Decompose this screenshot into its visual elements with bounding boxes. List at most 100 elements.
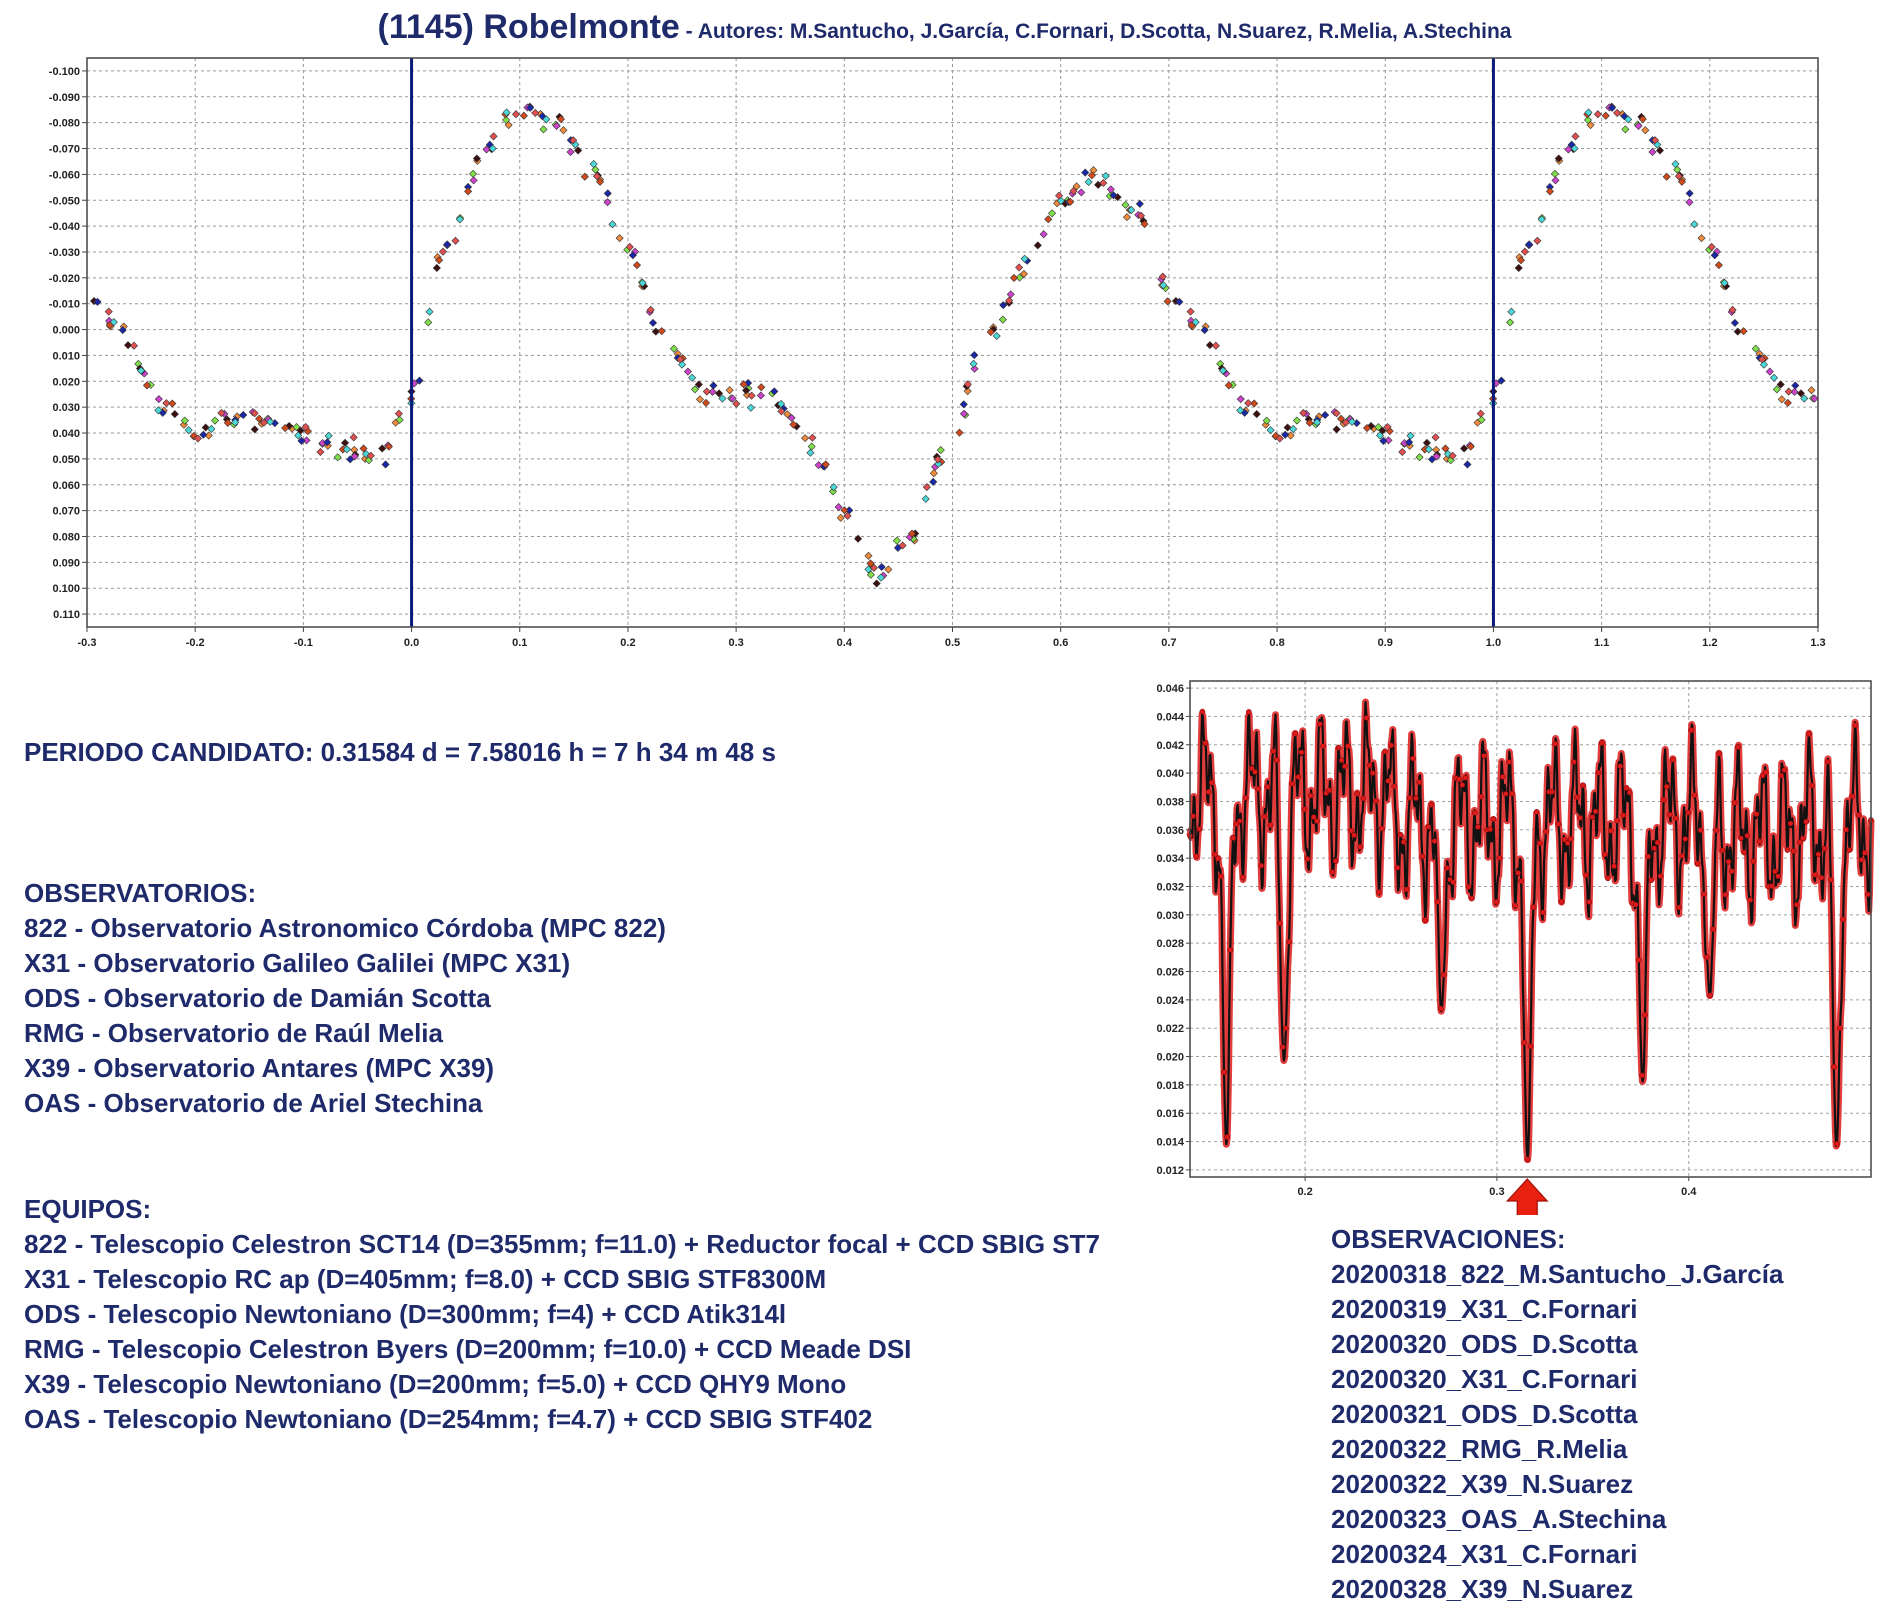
periodogram-point: [1199, 708, 1206, 715]
data-point: [1422, 438, 1431, 447]
data-point: [1545, 187, 1554, 196]
data-point: [359, 444, 368, 453]
periodogram-point: [1348, 827, 1354, 834]
data-point: [744, 378, 753, 388]
equipment-item: 822 - Telescopio Celestron SCT14 (D=355m…: [24, 1229, 1100, 1259]
y-tick-label: 0.040: [52, 428, 80, 440]
x-tick-label: 0.6: [1053, 637, 1068, 649]
data-point: [1739, 327, 1748, 336]
periodogram-point: [1205, 789, 1212, 795]
y-tick-label: 0.046: [1156, 683, 1184, 695]
periodogram-point: [1762, 769, 1769, 776]
data-point: [443, 240, 452, 249]
data-point: [1651, 136, 1660, 145]
periodogram-point: [1515, 870, 1521, 876]
data-point: [603, 198, 612, 207]
periodogram-point: [1831, 1064, 1837, 1070]
periodogram-point: [1230, 835, 1237, 841]
periodogram-point: [1369, 770, 1376, 776]
data-point: [1634, 121, 1643, 130]
periodogram-point: [1617, 763, 1624, 770]
periodogram-point: [1608, 827, 1614, 834]
data-point: [1135, 199, 1144, 208]
periodogram-point: [1471, 809, 1478, 816]
data-point: [255, 414, 264, 423]
data-point: [1006, 290, 1015, 299]
periodogram-point: [1549, 788, 1556, 795]
periodogram-point: [1215, 855, 1221, 862]
data-point: [1101, 171, 1110, 180]
periodogram-point: [1676, 904, 1682, 911]
x-tick-label: 0.2: [1297, 1186, 1312, 1198]
data-point: [866, 559, 875, 568]
data-point: [1671, 160, 1680, 169]
data-point: [472, 154, 481, 163]
periodogram-point: [1456, 776, 1463, 783]
data-point: [615, 234, 624, 243]
data-point: [1384, 436, 1393, 445]
data-point: [519, 111, 528, 120]
data-point: [1772, 385, 1781, 394]
periodogram-plot-frame: [1189, 680, 1872, 1178]
data-point: [970, 351, 979, 360]
data-point: [756, 391, 765, 400]
periodogram-point: [1728, 868, 1735, 875]
data-point: [1069, 187, 1078, 196]
equipment-item: RMG - Telescopio Celestron Byers (D=200m…: [24, 1334, 912, 1364]
periodogram-point: [1360, 795, 1367, 802]
periodogram-point: [1487, 826, 1494, 833]
periodogram-point: [1663, 783, 1670, 790]
periodogram-point: [1459, 782, 1466, 788]
data-point: [1313, 418, 1322, 427]
periodogram-point: [1781, 767, 1788, 773]
periodogram-point: [1379, 825, 1385, 832]
periodogram-point: [1431, 838, 1438, 844]
data-point: [1720, 278, 1729, 288]
data-point: [1019, 269, 1028, 278]
data-point: [180, 416, 189, 425]
data-point: [934, 459, 943, 468]
data-point: [455, 215, 464, 224]
y-tick-label: -0.070: [49, 144, 80, 156]
periodogram-point: [1567, 836, 1574, 842]
data-point: [104, 307, 113, 316]
periodogram-point: [1812, 871, 1819, 878]
periodogram-point: [1366, 762, 1373, 769]
data-point: [1163, 297, 1172, 306]
periodogram-point: [1289, 780, 1295, 787]
data-point: [1448, 451, 1457, 460]
data-point: [1015, 263, 1024, 272]
data-point: [1424, 445, 1433, 454]
data-point: [998, 315, 1007, 324]
data-point: [1275, 434, 1284, 443]
data-point: [511, 110, 521, 119]
periodogram-point: [1338, 757, 1345, 764]
periodogram-point: [1341, 763, 1348, 770]
data-point: [999, 301, 1008, 310]
y-tick-label: -0.060: [49, 169, 80, 181]
data-point: [482, 145, 491, 154]
light-curve-grid: [86, 58, 1819, 627]
data-point: [746, 403, 755, 412]
data-point: [199, 430, 208, 439]
data-point: [898, 541, 907, 550]
periodogram-point: [1561, 836, 1568, 843]
data-point: [502, 108, 511, 117]
periodogram-point: [1273, 757, 1280, 763]
y-tick-label: 0.028: [1156, 938, 1184, 950]
periodogram-point: [1704, 954, 1710, 960]
data-point: [884, 565, 893, 574]
data-point: [469, 176, 478, 185]
periodogram-point: [1778, 772, 1785, 779]
data-point: [1005, 296, 1014, 305]
y-tick-label: 0.012: [1156, 1165, 1184, 1177]
data-point: [301, 423, 310, 432]
periodogram-point: [1524, 1156, 1531, 1163]
data-point: [1055, 191, 1064, 200]
data-point: [93, 297, 102, 306]
periodogram-point: [1756, 838, 1763, 845]
data-point: [959, 400, 968, 409]
data-point: [777, 407, 786, 416]
data-point: [718, 394, 727, 403]
data-point: [559, 126, 568, 135]
